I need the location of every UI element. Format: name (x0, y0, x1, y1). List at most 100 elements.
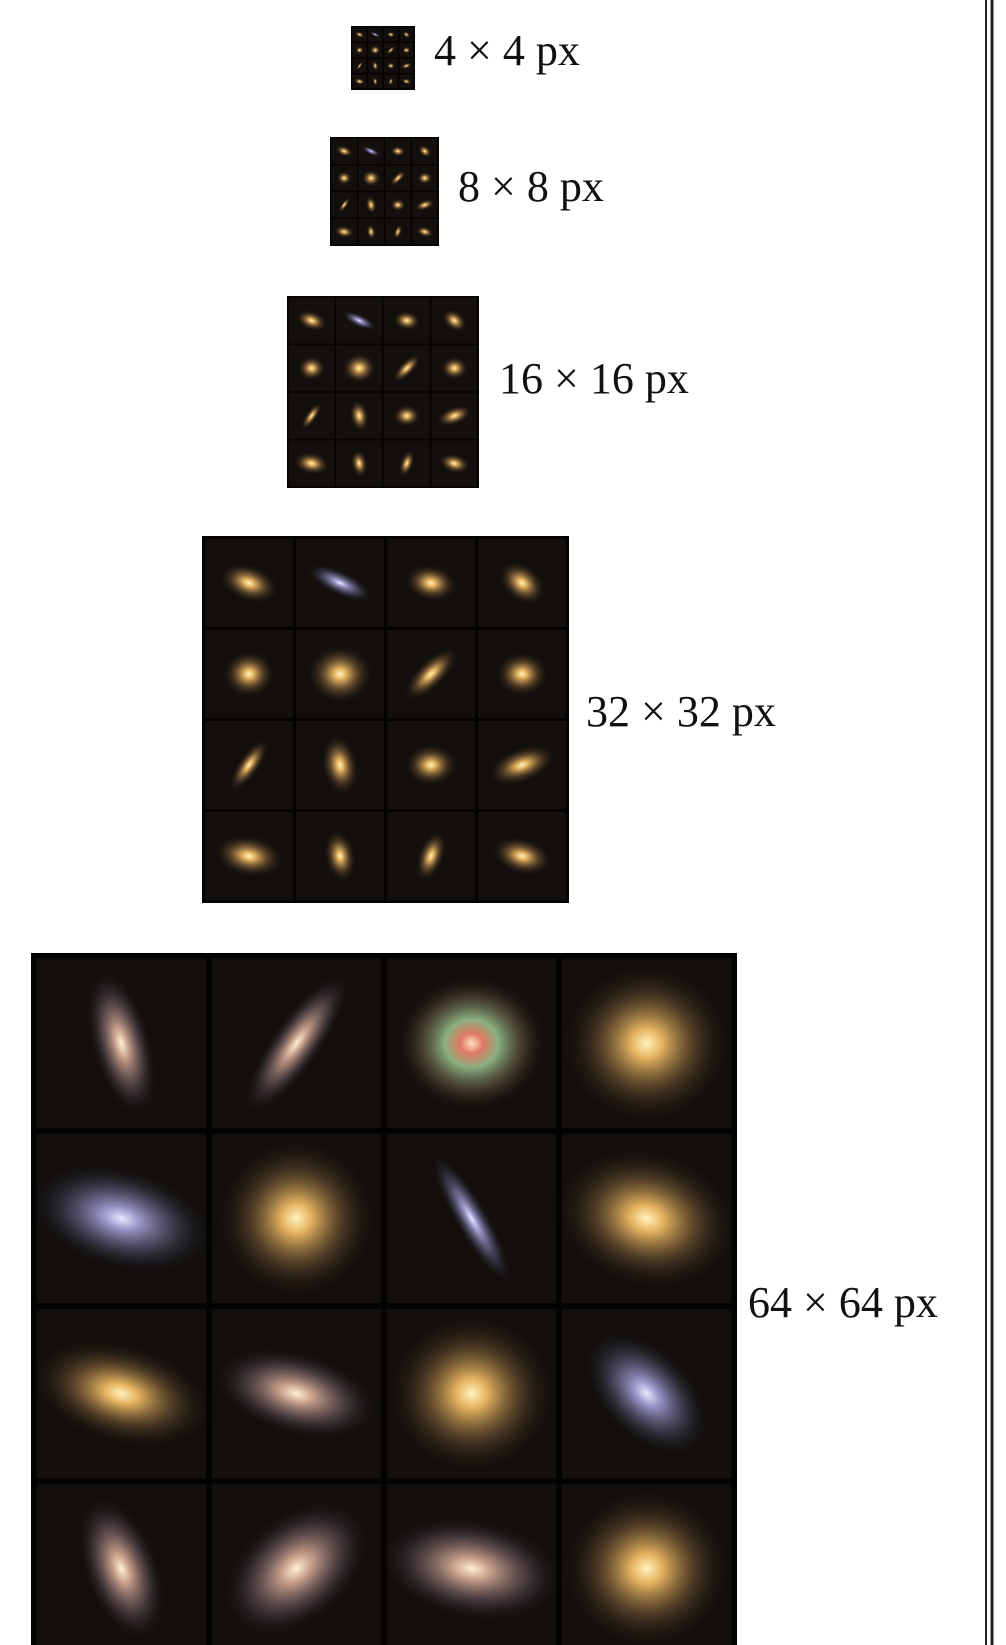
galaxy-cell (384, 298, 430, 344)
image-grid (202, 536, 569, 903)
galaxy-cell (387, 721, 475, 809)
galaxy-cell (336, 440, 382, 486)
galaxy-cell (431, 440, 477, 486)
galaxy-cell (368, 59, 382, 73)
panel-label: 64 × 64 px (748, 1278, 938, 1327)
galaxy (417, 172, 432, 185)
panel-label: 32 × 32 px (586, 687, 776, 736)
galaxy-cell (399, 43, 413, 57)
galaxy-cell (562, 959, 731, 1128)
galaxy (395, 975, 547, 1112)
galaxy-cell (37, 1484, 206, 1645)
galaxy-cell (289, 440, 335, 486)
galaxy-cell (371, 1484, 572, 1645)
galaxy-cell (353, 28, 367, 42)
galaxy-cell (18, 1309, 225, 1478)
galaxy-cell (412, 219, 437, 244)
galaxy-cell (562, 1484, 731, 1645)
galaxy-cell (196, 1472, 397, 1645)
galaxy-cell (296, 539, 384, 627)
galaxy-cell (358, 139, 383, 164)
galaxy-cell (387, 812, 475, 900)
galaxy-cell (296, 812, 384, 900)
galaxy-cell (478, 539, 566, 627)
image-grid (18, 953, 755, 1645)
galaxy (562, 1488, 731, 1645)
galaxy (337, 171, 352, 185)
galaxy-cell (332, 165, 357, 190)
galaxy-cell (431, 298, 477, 344)
galaxy-cell (336, 393, 382, 439)
galaxy-cell (332, 219, 357, 244)
panels: 4 × 4 px 8 × 8 px 16 × 16 px 32 × 32 px 64 ×… (18, 26, 938, 1645)
galaxy-cell (412, 139, 437, 164)
galaxy-cell (384, 393, 430, 439)
galaxy-cell (399, 74, 413, 88)
galaxy-cell (387, 539, 475, 627)
galaxy-cell (212, 959, 381, 1128)
galaxy-cell (205, 630, 293, 718)
galaxy (362, 169, 381, 186)
galaxy (562, 963, 731, 1124)
galaxy-cell (399, 59, 413, 73)
galaxy-cell (205, 812, 293, 900)
galaxy (370, 45, 381, 55)
panel-label: 4 × 4 px (434, 26, 580, 75)
galaxy-cell (358, 219, 383, 244)
galaxy-cell (18, 1134, 225, 1303)
galaxy-cell (539, 1127, 755, 1310)
galaxy-cell (368, 28, 382, 42)
panel-label: 8 × 8 px (458, 162, 604, 211)
galaxy (298, 356, 326, 381)
galaxy-cell (412, 165, 437, 190)
galaxy-cell (385, 219, 410, 244)
galaxy-cell (399, 28, 413, 42)
galaxy-cell (353, 43, 367, 57)
galaxy-cell (384, 440, 430, 486)
galaxy-cell (353, 59, 367, 73)
galaxy-cell (385, 165, 410, 190)
galaxy (441, 356, 469, 380)
galaxy (496, 652, 549, 697)
galaxy-cell (387, 630, 475, 718)
galaxy (387, 62, 395, 69)
galaxy (223, 650, 276, 698)
galaxy-cell (478, 812, 566, 900)
galaxy-cell (358, 192, 383, 217)
galaxy (393, 405, 421, 427)
galaxy (342, 353, 377, 384)
galaxy-cell (296, 721, 384, 809)
galaxy-cell (560, 1307, 733, 1480)
galaxy-cell (37, 959, 206, 1128)
image-grid (351, 26, 415, 90)
galaxy-cell (384, 43, 398, 57)
galaxy-cell (412, 192, 437, 217)
figure: 4 × 4 px 8 × 8 px 16 × 16 px 32 × 32 px 64 ×… (0, 0, 1006, 1645)
galaxy (402, 47, 410, 54)
image-grid (330, 137, 439, 246)
galaxy-cell (332, 139, 357, 164)
galaxy-cell (431, 393, 477, 439)
galaxy-cell (385, 192, 410, 217)
galaxy-cell (387, 1309, 556, 1478)
galaxy-cell (205, 721, 293, 809)
galaxy-cell (296, 630, 384, 718)
panel-label: 16 × 16 px (499, 354, 689, 403)
galaxy-cell (384, 345, 430, 391)
galaxy (307, 644, 373, 703)
galaxy-cell (289, 298, 335, 344)
galaxy-cell (431, 345, 477, 391)
galaxy-cell (204, 1309, 390, 1478)
galaxy-cell (353, 74, 367, 88)
galaxy (387, 1313, 556, 1474)
galaxy-cell (289, 393, 335, 439)
galaxy-cell (385, 139, 410, 164)
galaxy (405, 744, 458, 786)
galaxy-cell (387, 1134, 556, 1303)
galaxy-cell (368, 43, 382, 57)
galaxy-cell (478, 721, 566, 809)
image-grid (287, 296, 479, 488)
galaxy (355, 46, 363, 54)
galaxy-cell (478, 630, 566, 718)
galaxy-cell (212, 1134, 381, 1303)
